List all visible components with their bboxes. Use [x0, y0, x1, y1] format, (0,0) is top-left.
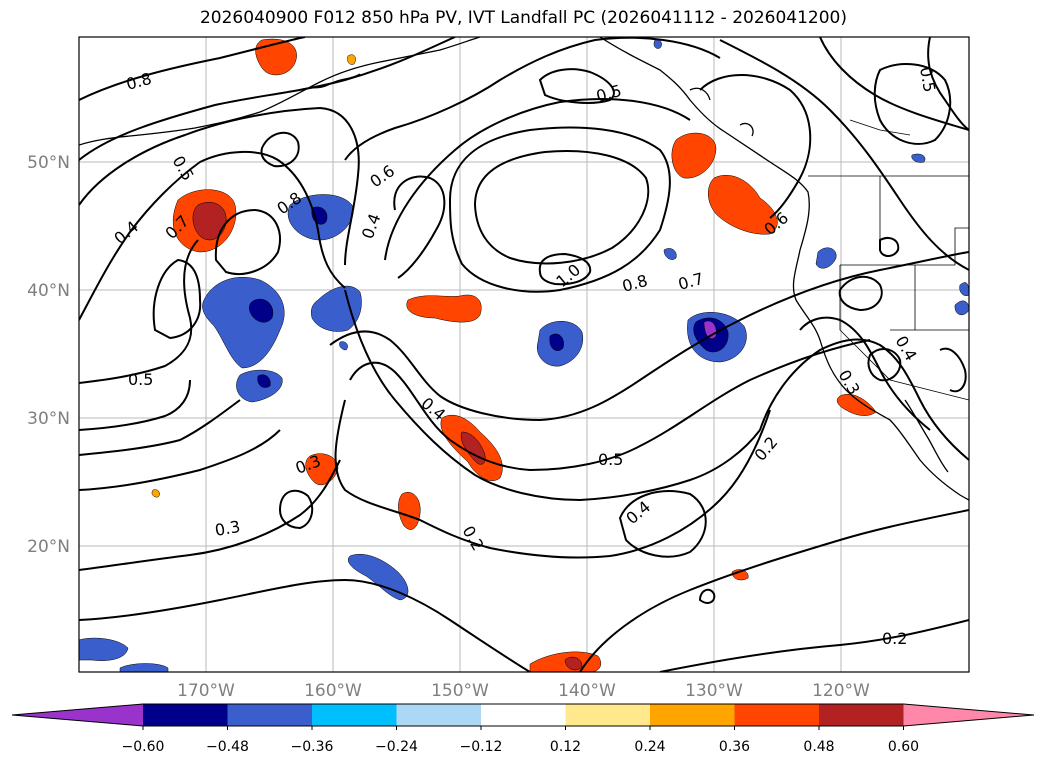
pv-positive-area [564, 656, 583, 671]
contour-label: 0.5 [916, 65, 939, 93]
colorbar-extend-high [903, 704, 1034, 726]
colorbar-tick-label: −0.12 [460, 739, 503, 755]
pv-positive-area [406, 294, 482, 323]
pv-negative-area [815, 247, 837, 269]
map-plot-area: 0.8 0.5 0.4 0.7 0.8 0.6 0.4 0.5 0.5 1.0 … [79, 37, 969, 672]
colorbar-segment [819, 704, 904, 726]
pv-negative-area [248, 298, 274, 323]
contour-label: 0.3 [213, 517, 241, 540]
lon-labels: 170°W 160°W 150°W 140°W 130°W 120°W [177, 681, 870, 701]
political-borders [808, 119, 969, 401]
pv-negative-area [348, 554, 409, 601]
colorbar-segment [481, 704, 566, 726]
lat-label: 20°N [27, 537, 70, 557]
contour-label: 0.2 [882, 629, 907, 648]
pv-negative-area [236, 369, 283, 403]
lon-label: 120°W [812, 681, 870, 701]
pv-negative-area [954, 300, 969, 316]
pv-negative-area [663, 248, 677, 260]
lat-label: 40°N [27, 281, 70, 301]
pv-negative-area [119, 663, 169, 672]
colorbar-segment [650, 704, 735, 726]
contour-label: 0.5 [128, 370, 153, 389]
colorbar-segment [734, 704, 820, 726]
lon-label: 140°W [558, 681, 616, 701]
colorbar-segment [565, 704, 651, 726]
pv-negative-area [653, 39, 662, 49]
pv-negative-area [79, 637, 129, 661]
pv-negative-area [549, 333, 564, 351]
pv-positive-area [192, 202, 227, 241]
colorbar [11, 703, 1035, 727]
map-title: 2026040900 F012 850 hPa PV, IVT Landfall… [199, 8, 847, 28]
lat-label: 30°N [27, 409, 70, 429]
colorbar-tick-label: −0.60 [122, 739, 165, 755]
pv-positive-area [671, 132, 717, 179]
contour-label: 0.5 [598, 450, 623, 469]
colorbar-tick-label: −0.36 [291, 739, 334, 755]
pv-positive-area [708, 174, 778, 235]
lon-label: 160°W [304, 681, 362, 701]
coastlines [79, 37, 969, 501]
pv-negative-area [959, 282, 969, 296]
pv-negative-area [311, 285, 362, 332]
colorbar-tick-label: 0.60 [888, 739, 919, 755]
map-frame [78, 36, 970, 673]
colorbar-ticks: −0.60 −0.48 −0.36 −0.24 −0.12 0.12 0.24 0.36 0.4… [122, 726, 919, 755]
lon-label: 130°W [685, 681, 743, 701]
colorbar-tick-label: −0.24 [375, 739, 418, 755]
colorbar-extend-low [12, 704, 143, 726]
lat-label: 50°N [27, 153, 70, 173]
pv-negative-area [911, 153, 926, 163]
colorbar-tick-label: 0.12 [550, 739, 581, 755]
pv-negative-area [339, 341, 348, 351]
lon-label: 150°W [431, 681, 489, 701]
colorbar-segment [312, 704, 397, 726]
pv-positive-area [347, 54, 356, 65]
colorbar-segment [227, 704, 313, 726]
colorbar-tick-label: 0.36 [719, 739, 750, 755]
pv-positive-area [151, 489, 160, 498]
pv-positive-area [255, 38, 297, 76]
colorbar-tick-label: 0.48 [803, 739, 834, 755]
colorbar-segment [396, 704, 482, 726]
colorbar-tick-label: 0.24 [634, 739, 665, 755]
pv-positive-area [836, 394, 877, 416]
lon-label: 170°W [177, 681, 235, 701]
pv-negative-area [257, 374, 271, 388]
pv-positive-area [398, 492, 421, 530]
colorbar-segment [143, 704, 228, 726]
lat-labels: 50°N 40°N 30°N 20°N [27, 153, 70, 557]
ivt-contours [79, 37, 969, 672]
colorbar-tick-label: −0.48 [206, 739, 249, 755]
